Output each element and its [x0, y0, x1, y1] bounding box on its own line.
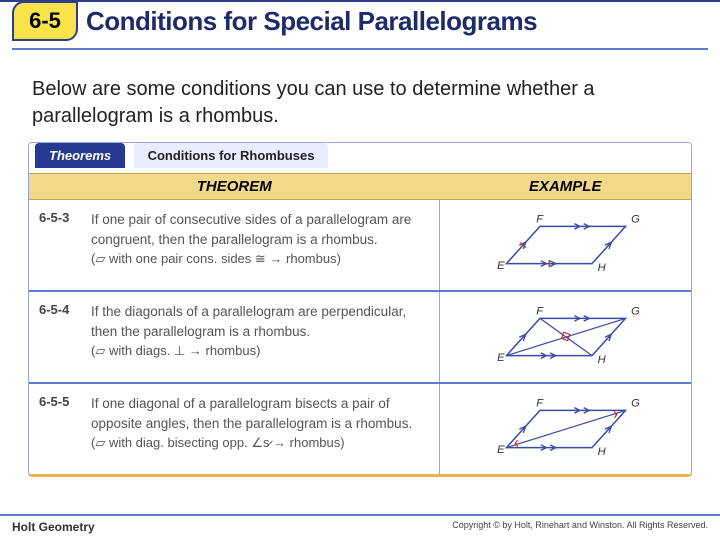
example-figure: E F G H [439, 200, 691, 290]
footer-copyright: Copyright © by Holt, Rinehart and Winsto… [452, 520, 708, 530]
theorem-text: If one pair of consecutive sides of a pa… [91, 200, 439, 290]
svg-text:H: H [597, 262, 606, 274]
tab-primary: Theorems [35, 143, 125, 168]
page-title: Conditions for Special Parallelograms [86, 6, 537, 37]
svg-text:H: H [597, 446, 606, 458]
theorem-shorthand: (▱ with one pair cons. sides ≅ → rhombus… [91, 251, 341, 266]
svg-text:E: E [497, 444, 505, 456]
example-figure: E F G H [439, 384, 691, 474]
table-row: 6-5-5 If one diagonal of a parallelogram… [29, 382, 691, 474]
svg-text:H: H [597, 354, 606, 366]
svg-text:E: E [497, 260, 505, 272]
table-body: 6-5-3 If one pair of consecutive sides o… [29, 200, 691, 474]
footer-brand: Holt Geometry [12, 520, 95, 534]
theorem-number: 6-5-3 [29, 200, 91, 290]
theorems-table: Theorems Conditions for Rhombuses THEORE… [28, 142, 692, 477]
theorem-shorthand: (▱ with diag. bisecting opp. ∠s̷ → rhomb… [91, 435, 345, 450]
table-header-row: THEOREM EXAMPLE [29, 173, 691, 200]
header-rule-top [0, 0, 720, 2]
col-theorem-header: THEOREM [29, 174, 439, 199]
header-rule-bottom [12, 48, 708, 50]
page-footer: Holt Geometry Copyright © by Holt, Rineh… [0, 514, 720, 540]
svg-text:E: E [497, 352, 505, 364]
col-example-header: EXAMPLE [439, 174, 691, 199]
table-tabs: Theorems Conditions for Rhombuses [29, 143, 691, 173]
svg-text:F: F [536, 214, 544, 226]
theorem-shorthand: (▱ with diags. ⊥ → rhombus) [91, 343, 260, 358]
intro-text: Below are some conditions you can use to… [32, 76, 688, 130]
theorem-text: If the diagonals of a parallelogram are … [91, 292, 439, 382]
table-row: 6-5-3 If one pair of consecutive sides o… [29, 200, 691, 290]
example-figure: E F G H [439, 292, 691, 382]
theorem-text: If one diagonal of a parallelogram bisec… [91, 384, 439, 474]
section-badge: 6-5 [12, 1, 78, 41]
table-row: 6-5-4 If the diagonals of a parallelogra… [29, 290, 691, 382]
section-number: 6-5 [29, 8, 61, 34]
theorem-number: 6-5-4 [29, 292, 91, 382]
svg-text:F: F [536, 398, 544, 410]
svg-text:G: G [631, 214, 640, 226]
tab-secondary: Conditions for Rhombuses [134, 143, 329, 168]
svg-text:G: G [631, 398, 640, 410]
svg-text:G: G [631, 306, 640, 318]
footer-rule [0, 514, 720, 516]
svg-text:F: F [536, 306, 544, 318]
theorem-number: 6-5-5 [29, 384, 91, 474]
page-header: 6-5 Conditions for Special Parallelogram… [0, 0, 720, 58]
